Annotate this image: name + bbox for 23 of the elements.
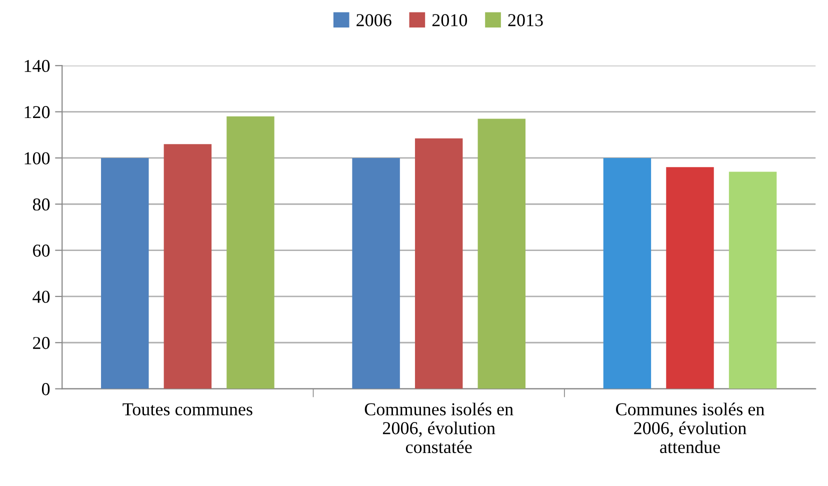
bar: [728, 172, 777, 389]
x-tick-label: Toutes communes: [122, 403, 252, 416]
bar: [226, 116, 274, 389]
legend-label: 2013: [508, 14, 543, 26]
bar: [666, 167, 714, 389]
y-tick-label: 80: [32, 198, 50, 211]
bar: [101, 158, 149, 389]
legend-label: 2010: [432, 14, 468, 26]
y-tick-label: 60: [33, 244, 50, 257]
bar: [478, 118, 526, 389]
x-tick-label: Communes isolés en 2006, évolution constatée: [364, 402, 514, 454]
y-tick-label: 100: [24, 152, 50, 164]
bar: [603, 158, 652, 389]
y-tick-label: 40: [32, 290, 50, 303]
bar: [352, 158, 400, 389]
y-tick-label: 20: [33, 336, 50, 350]
y-tick-label: 120: [24, 106, 50, 118]
bar: [164, 144, 212, 389]
legend-label: 2006: [356, 14, 392, 26]
x-tick-label: Communes isolés en 2006, évolution attendue: [616, 402, 764, 454]
y-tick-label: 140: [24, 60, 50, 72]
bar: [414, 138, 463, 389]
y-tick-label: 0: [42, 383, 50, 396]
